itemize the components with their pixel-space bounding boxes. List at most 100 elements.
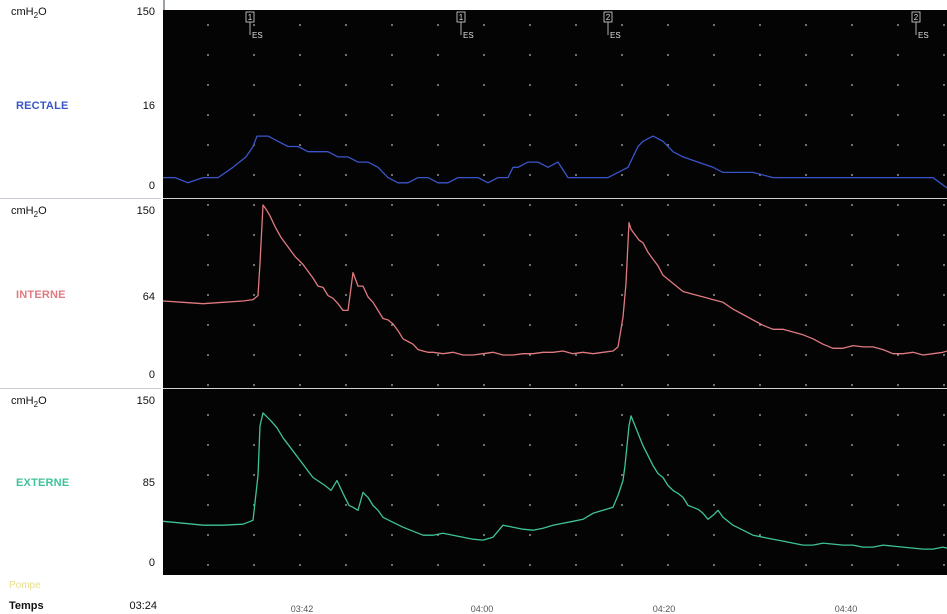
marker-number: 1 — [459, 13, 464, 22]
channel-name-interne: INTERNE — [16, 289, 66, 301]
grid-dot — [437, 324, 439, 326]
grid-dot — [759, 354, 761, 356]
grid-dot — [345, 414, 347, 416]
grid-dot — [391, 174, 393, 176]
grid-dot — [667, 444, 669, 446]
grid-dot — [759, 504, 761, 506]
grid-dot — [851, 264, 853, 266]
grid-dot — [483, 354, 485, 356]
grid-dot — [943, 564, 945, 566]
grid-dot — [759, 474, 761, 476]
grid-dot — [575, 174, 577, 176]
grid-dot — [621, 414, 623, 416]
grid-dot — [391, 234, 393, 236]
grid-dot — [345, 444, 347, 446]
grid-dot — [713, 504, 715, 506]
grid-dot — [529, 384, 531, 386]
grid-dot — [943, 324, 945, 326]
grid-dot — [345, 324, 347, 326]
grid-dot — [299, 114, 301, 116]
grid-dot — [897, 24, 899, 26]
grid-dot — [667, 24, 669, 26]
grid-dot — [897, 264, 899, 266]
grid-dot — [621, 384, 623, 386]
grid-dot — [759, 534, 761, 536]
grid-dots — [207, 24, 945, 566]
grid-dot — [391, 204, 393, 206]
grid-dot — [299, 564, 301, 566]
time-tick-label: 03:42 — [290, 604, 314, 614]
grid-dot — [575, 414, 577, 416]
grid-dot — [713, 324, 715, 326]
grid-dot — [943, 474, 945, 476]
grid-dot — [851, 474, 853, 476]
lane-label-rectale: cmH2O 150 16 0 RECTALE — [0, 0, 161, 199]
grid-dot — [299, 174, 301, 176]
grid-dot — [621, 564, 623, 566]
grid-dot — [299, 234, 301, 236]
grid-dot — [299, 384, 301, 386]
grid-dot — [391, 474, 393, 476]
grid-dot — [345, 264, 347, 266]
grid-dot — [897, 474, 899, 476]
grid-dot — [759, 294, 761, 296]
event-marker: 1 ES — [456, 11, 474, 40]
grid-dot — [253, 414, 255, 416]
grid-dot — [391, 294, 393, 296]
grid-dot — [621, 234, 623, 236]
event-marker: 2 ES — [911, 11, 929, 40]
scale-max-interne: 150 — [136, 205, 155, 217]
grid-dot — [207, 294, 209, 296]
grid-dot — [575, 204, 577, 206]
grid-dot — [345, 174, 347, 176]
grid-dot — [299, 354, 301, 356]
grid-dot — [575, 324, 577, 326]
time-tick-label: 04:20 — [652, 604, 676, 614]
grid-dot — [575, 54, 577, 56]
grid-dot — [299, 444, 301, 446]
grid-dot — [253, 354, 255, 356]
grid-dot — [437, 84, 439, 86]
time-axis-label: Temps — [9, 600, 44, 612]
grid-dot — [621, 294, 623, 296]
grid-dot — [759, 414, 761, 416]
grid-dot — [805, 474, 807, 476]
grid-dot — [667, 84, 669, 86]
grid-dot — [207, 354, 209, 356]
grid-dot — [621, 204, 623, 206]
grid-dot — [851, 564, 853, 566]
grid-dot — [529, 444, 531, 446]
grid-dot — [851, 414, 853, 416]
grid-dot — [299, 534, 301, 536]
grid-dot — [851, 204, 853, 206]
channel-label-panel: cmH2O 150 16 0 RECTALE cmH2O 150 64 0 IN… — [0, 0, 165, 612]
grid-dot — [897, 324, 899, 326]
grid-dot — [805, 174, 807, 176]
grid-dot — [253, 54, 255, 56]
grid-dot — [575, 24, 577, 26]
grid-dot — [805, 534, 807, 536]
grid-dot — [943, 444, 945, 446]
grid-dot — [575, 474, 577, 476]
grid-dot — [897, 204, 899, 206]
grid-dot — [621, 534, 623, 536]
grid-dot — [529, 114, 531, 116]
scale-min-externe: 0 — [148, 557, 155, 569]
event-marker: 2 ES — [603, 11, 621, 40]
trace-interne — [162, 204, 947, 356]
grid-dot — [207, 564, 209, 566]
grid-dot — [805, 444, 807, 446]
grid-dot — [759, 24, 761, 26]
grid-dot — [437, 54, 439, 56]
grid-dot — [253, 564, 255, 566]
grid-dot — [345, 354, 347, 356]
grid-dot — [575, 234, 577, 236]
grid-dot — [713, 444, 715, 446]
grid-dot — [667, 384, 669, 386]
grid-dot — [575, 84, 577, 86]
grid-dot — [805, 504, 807, 506]
grid-dot — [391, 144, 393, 146]
grid-dot — [713, 24, 715, 26]
grid-dot — [851, 504, 853, 506]
grid-dot — [667, 234, 669, 236]
